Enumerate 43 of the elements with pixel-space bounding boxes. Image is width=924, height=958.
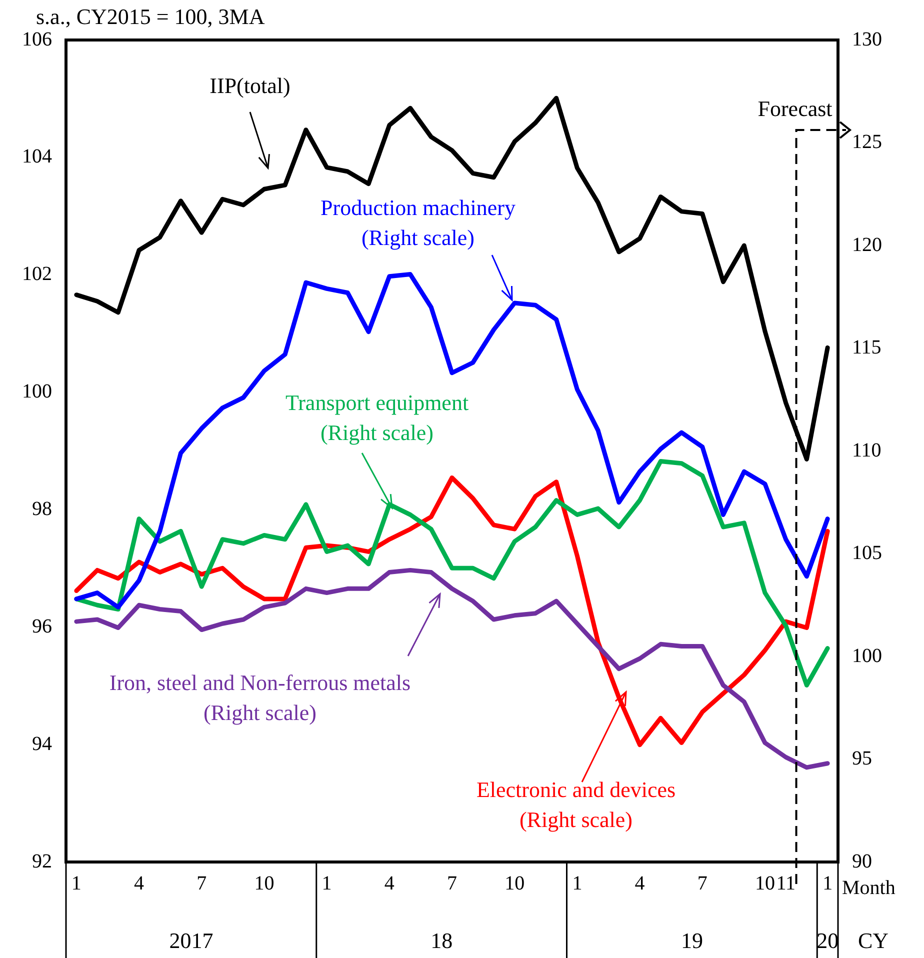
y2-tick-label: 125 xyxy=(852,131,882,153)
y-tick-label: 96 xyxy=(32,615,52,638)
text: 2017 xyxy=(169,928,214,953)
chart-title: s.a., CY2015 = 100, 3MA xyxy=(36,4,265,29)
y-tick-label: 102 xyxy=(22,263,52,286)
x-tick-label: 1 xyxy=(572,872,582,894)
y2-tick-label: 105 xyxy=(852,542,882,564)
y2-tick-label: 95 xyxy=(852,748,872,770)
text: 18 xyxy=(430,928,453,953)
x-tick-label: 1 xyxy=(822,872,833,894)
x-tick-label: 1 xyxy=(71,872,82,894)
y2-tick-label: 110 xyxy=(852,439,882,462)
y2-tick-label: 120 xyxy=(852,234,882,256)
x-tick-label: 4 xyxy=(634,872,645,894)
y-tick-label: 106 xyxy=(22,28,52,50)
series-label: Iron, steel and Non-ferrous metals (Right scale) xyxy=(109,670,411,725)
y-tick-label: 98 xyxy=(32,498,52,520)
y2-tick-label: 115 xyxy=(852,336,882,358)
x-tick-label: 10 xyxy=(504,872,525,894)
text: CY xyxy=(858,928,889,953)
y-tick-label: 100 xyxy=(22,380,52,403)
series-label: IIP(total) xyxy=(210,73,290,98)
x-tick-label: 10 xyxy=(254,872,274,894)
y-tick-label: 104 xyxy=(22,146,52,168)
series-label: Electronic and devices (Right scale) xyxy=(476,777,676,832)
x-axis-title: Month xyxy=(842,877,896,899)
series-label: Production machinery (Right scale) xyxy=(320,195,516,250)
text: Transport equipment (Right scale) xyxy=(285,390,469,445)
x-tick-label: 7 xyxy=(447,872,457,894)
x-tick-label: 10 xyxy=(754,872,775,894)
x-tick-label: 4 xyxy=(134,872,144,894)
x-tick-label: 7 xyxy=(196,872,207,894)
x-tick-label: 11 xyxy=(776,872,796,894)
x-tick-label: 1 xyxy=(322,872,332,894)
text: 19 xyxy=(680,928,703,953)
x-tick-label: 4 xyxy=(384,872,394,894)
y-tick-label: 92 xyxy=(32,850,52,872)
y2-tick-label: 130 xyxy=(852,28,882,50)
y2-tick-label: 100 xyxy=(852,644,882,667)
annotation: Forecast xyxy=(758,96,832,121)
y-tick-label: 94 xyxy=(32,732,52,755)
y2-tick-label: 90 xyxy=(852,850,872,872)
x-tick-label: 7 xyxy=(697,872,708,894)
